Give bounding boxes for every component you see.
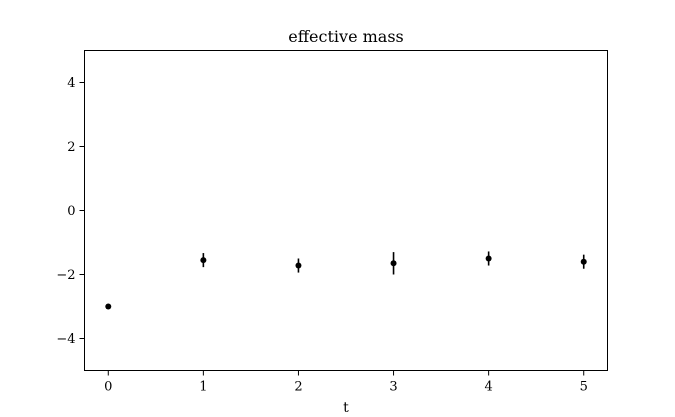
y-tick-label: 4 [67, 76, 75, 91]
x-axis: 0 1 2 3 4 5 [104, 370, 588, 395]
x-axis-label: t [343, 400, 349, 416]
y-tick-label: −4 [56, 332, 75, 347]
x-tick-label: 0 [104, 380, 112, 395]
x-tick-label: 1 [199, 380, 207, 395]
x-tick-label: 2 [294, 380, 302, 395]
data-point [485, 255, 492, 262]
data-point [200, 257, 207, 264]
data-point [580, 258, 587, 265]
data-point [295, 262, 302, 269]
data-point [105, 303, 112, 310]
data-marks [105, 251, 587, 310]
x-tick-label: 3 [389, 380, 397, 395]
x-tick-label: 5 [580, 380, 588, 395]
chart-title: effective mass [288, 27, 404, 46]
y-tick-label: 0 [67, 204, 75, 219]
y-tick-label: −2 [56, 268, 75, 283]
data-point [390, 260, 397, 267]
x-tick-label: 4 [484, 380, 492, 395]
y-tick-label: 2 [67, 140, 75, 155]
y-axis: −4 −2 0 2 4 [56, 76, 85, 347]
